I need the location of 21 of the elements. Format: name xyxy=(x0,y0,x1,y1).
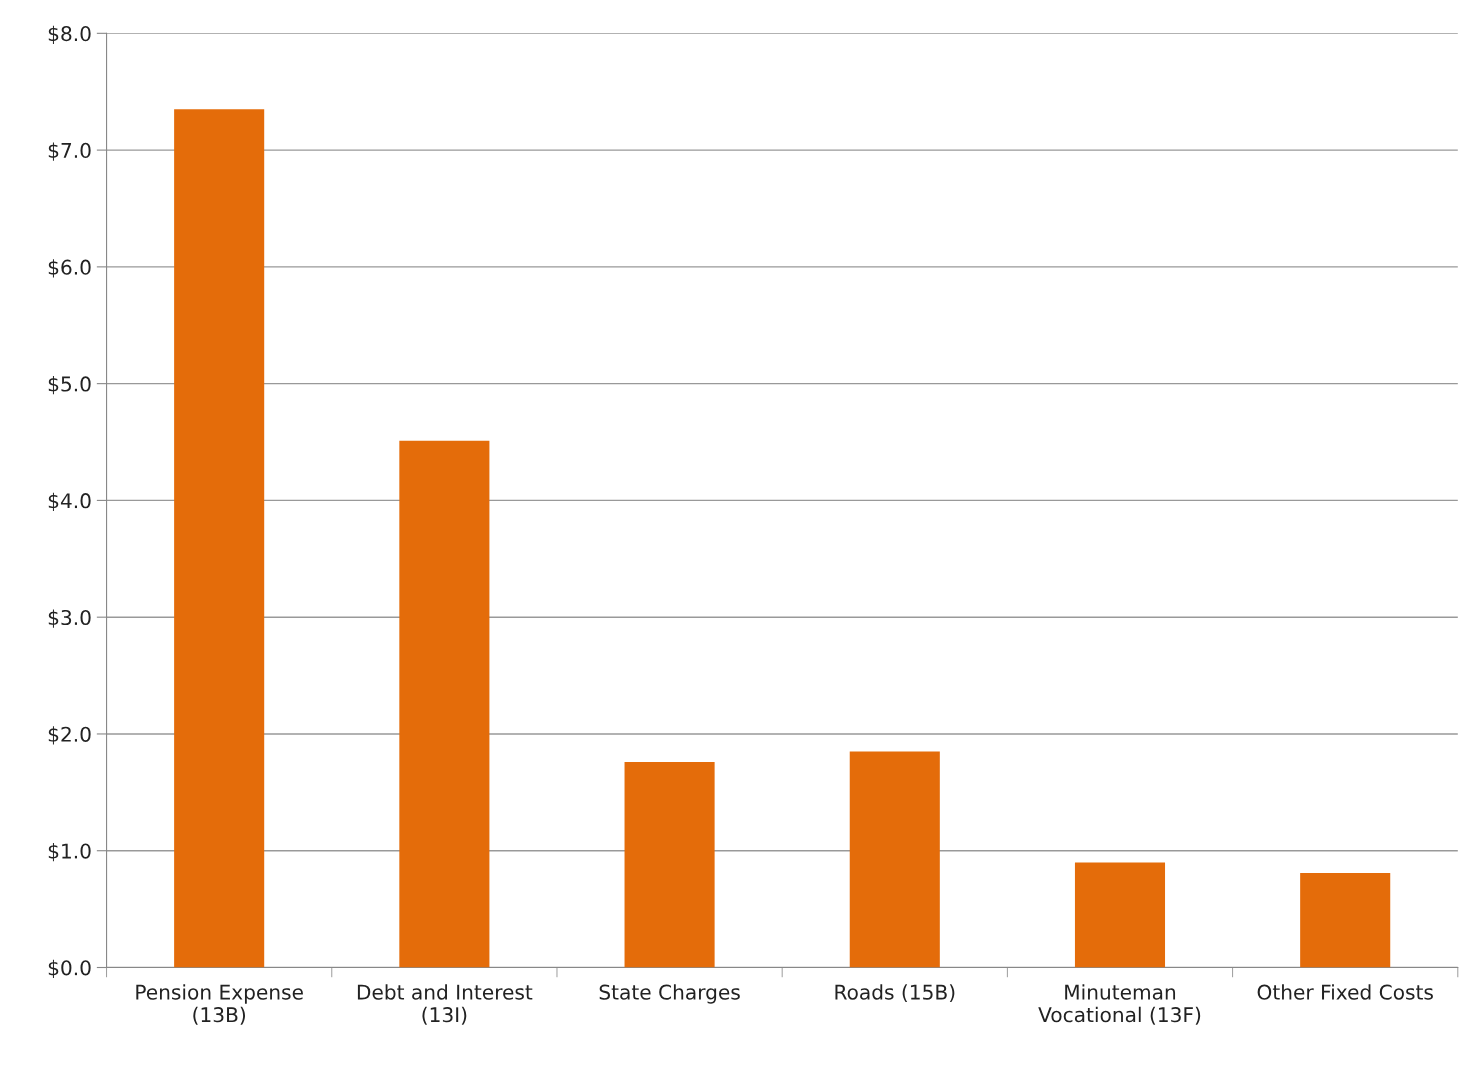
bar xyxy=(1074,862,1166,968)
bar xyxy=(624,761,715,968)
y-tick-label: $5.0 xyxy=(48,375,91,395)
y-tick-label: $6.0 xyxy=(48,259,91,278)
y-tick-label: $1.0 xyxy=(48,843,91,862)
x-tick-label: Other Fixed Costs xyxy=(1257,984,1433,1000)
bar xyxy=(849,751,940,968)
y-tick-label: $4.0 xyxy=(48,492,91,512)
y-tick-label: $3.0 xyxy=(48,609,91,628)
y-tick-label: $7.0 xyxy=(48,142,91,161)
x-tick-label: State Charges xyxy=(599,984,740,1004)
x-tick-label: Minuteman Vocational (13F) xyxy=(1038,984,1201,1025)
x-tick-label: Debt and Interest (13I) xyxy=(357,984,533,1025)
x-tick-label: Roads (15B) xyxy=(835,984,955,1003)
y-tick-label: $0.0 xyxy=(48,959,91,979)
bar xyxy=(1300,872,1391,968)
y-tick-label: $8.0 xyxy=(48,25,91,44)
bar xyxy=(399,440,490,968)
bar xyxy=(174,109,265,968)
x-tick-label: Pension Expense (13B) xyxy=(136,984,303,1025)
y-tick-label: $2.0 xyxy=(48,726,91,745)
